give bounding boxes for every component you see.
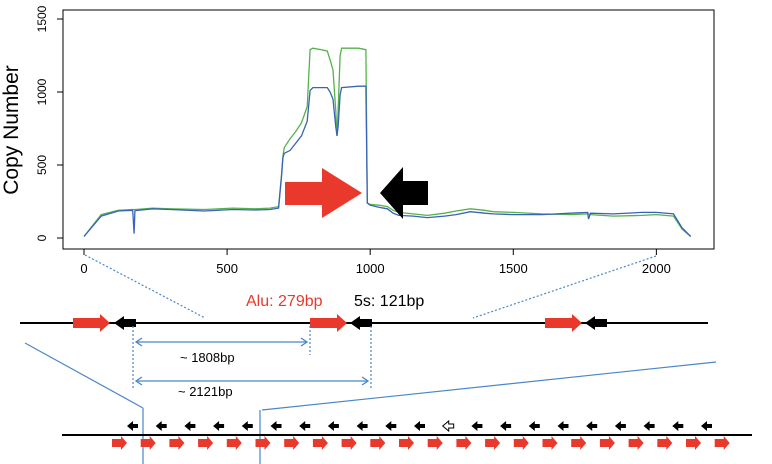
- plot-frame: [62, 9, 715, 250]
- alu-arrow: [513, 436, 529, 450]
- repeat-unit-2: [310, 314, 372, 332]
- x-axis: 0 500 1000 1500 2000: [80, 249, 671, 276]
- alu-arrow: [140, 436, 156, 450]
- distance-2121: [134, 376, 370, 386]
- 5s-arrow: [586, 421, 598, 431]
- alu-big-arrow: [285, 168, 362, 218]
- 5s-arrow: [500, 421, 512, 431]
- 5s-arrow: [155, 421, 167, 431]
- 5s-arrow: [614, 421, 626, 431]
- y-tick-label: 1000: [35, 78, 49, 105]
- alu-arrow: [599, 436, 615, 450]
- x-tick-label: 1500: [499, 261, 528, 276]
- 5s-arrow: [213, 421, 225, 431]
- 5s-arrow: [557, 421, 569, 431]
- 5s-arrow: [241, 421, 253, 431]
- 5s-arrow: [350, 316, 372, 330]
- x-tick-label: 0: [80, 261, 87, 276]
- 5s-arrow: [299, 421, 311, 431]
- 5s-arrow: [114, 316, 136, 330]
- alu-arrow: [485, 436, 501, 450]
- alu-arrow: [714, 436, 730, 450]
- alu-arrow: [545, 314, 582, 332]
- 5s-label: 5s: 121bp: [354, 293, 424, 310]
- 5s-arrow: [327, 421, 339, 431]
- alu-arrow: [370, 436, 386, 450]
- series-layer: [83, 47, 692, 237]
- alu-label: Alu: 279bp: [246, 293, 323, 310]
- zoom-guide-right: [472, 255, 657, 319]
- alu-arrow: [427, 436, 443, 450]
- zoom-guide-left: [84, 254, 206, 319]
- alu-arrow: [341, 436, 357, 450]
- series-line-1: [83, 85, 692, 237]
- alu-arrow: [226, 436, 242, 450]
- 5s-arrow: [184, 421, 196, 431]
- tandem-array: [112, 419, 730, 450]
- 5s-arrow: [356, 421, 368, 431]
- lower-guide-right: [261, 361, 717, 411]
- x-tick-label: 500: [216, 261, 238, 276]
- repeat-unit-3: [545, 314, 607, 332]
- 5s-arrow: [414, 421, 425, 431]
- alu-arrow: [310, 314, 347, 332]
- y-tick-label: 500: [35, 155, 49, 175]
- 5s-arrow: [385, 421, 397, 431]
- 5s-arrow-open: [441, 419, 455, 433]
- alu-arrow: [284, 436, 300, 450]
- 5s-arrow: [585, 316, 607, 330]
- alu-arrow: [399, 436, 414, 450]
- alu-arrow: [169, 436, 185, 450]
- alu-arrow: [73, 314, 110, 332]
- lower-guide-left: [24, 342, 144, 409]
- distance-2121-label: ~ 2121bp: [178, 384, 233, 399]
- y-axis: 0 500 1000 1500: [35, 5, 63, 241]
- alu-arrow: [542, 436, 558, 450]
- series-line-2: [83, 47, 692, 237]
- alu-arrow: [312, 436, 328, 450]
- y-tick-label: 0: [35, 234, 49, 241]
- alu-arrow: [571, 436, 587, 450]
- 5s-arrow: [270, 421, 282, 431]
- y-axis-label: Copy Number: [0, 65, 23, 195]
- distance-1808-label: ~ 1808bp: [180, 350, 235, 365]
- alu-arrow: [628, 436, 644, 450]
- 5s-arrow: [471, 421, 483, 431]
- 5s-big-arrow: [380, 167, 428, 219]
- alu-arrow: [456, 436, 472, 450]
- alu-arrow: [255, 436, 271, 450]
- 5s-arrow: [701, 421, 712, 431]
- 5s-arrow: [643, 421, 655, 431]
- repeat-unit-1: [73, 314, 136, 332]
- x-tick-label: 2000: [642, 261, 671, 276]
- 5s-arrow: [672, 421, 684, 431]
- x-tick-label: 1000: [356, 261, 385, 276]
- alu-arrow: [657, 436, 673, 450]
- alu-arrow: [198, 436, 214, 450]
- distance-1808: [134, 337, 309, 347]
- alu-arrow: [112, 436, 127, 450]
- 5s-arrow: [528, 421, 540, 431]
- 5s-arrow: [127, 421, 138, 431]
- y-tick-label: 1500: [35, 5, 49, 32]
- alu-arrow: [686, 436, 701, 450]
